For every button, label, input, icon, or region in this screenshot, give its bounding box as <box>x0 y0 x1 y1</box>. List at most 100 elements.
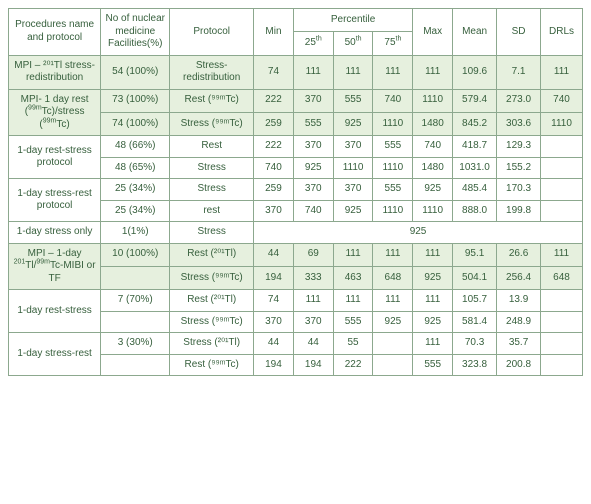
cell-max: 111 <box>413 55 453 89</box>
cell-drl <box>541 333 583 355</box>
cell-proto: Stress (²⁰¹Tl) <box>170 333 254 355</box>
cell-p75: 740 <box>373 89 413 112</box>
cell-mean: 109.6 <box>453 55 497 89</box>
th-p50: 50th <box>333 32 373 55</box>
cell-p75: 111 <box>373 290 413 312</box>
cell-p75: 925 <box>373 311 413 333</box>
cell-p75 <box>373 354 413 376</box>
cell-mean: 581.4 <box>453 311 497 333</box>
cell-p25: 194 <box>293 354 333 376</box>
table-row: MPI – ²⁰¹Tl stress-redistribution 54 (10… <box>9 55 583 89</box>
cell-p50: 111 <box>333 55 373 89</box>
cell-p50: 925 <box>333 200 373 222</box>
th-fac: No of nuclear medicine Facilities(%) <box>101 9 170 56</box>
th-sd: SD <box>497 9 541 56</box>
cell-p25: 370 <box>293 89 333 112</box>
cell-proto: Rest (²⁰¹Tl) <box>170 243 254 266</box>
cell-drl: 648 <box>541 266 583 289</box>
cell-p25: 333 <box>293 266 333 289</box>
cell-p25: 925 <box>293 157 333 179</box>
cell-min: 194 <box>254 354 294 376</box>
cell-mean: 845.2 <box>453 112 497 135</box>
cell-min: 74 <box>254 290 294 312</box>
cell-proto: Stress (⁹⁹ᵐTc) <box>170 311 254 333</box>
cell-mean: 579.4 <box>453 89 497 112</box>
cell-proto: Stress (⁹⁹ᵐTc) <box>170 112 254 135</box>
cell-p75: 648 <box>373 266 413 289</box>
table-row: 1-day stress-rest protocol 25 (34%) Stre… <box>9 179 583 201</box>
table-row: MPI- 1 day rest (99mTc)/stress (99mTc) 7… <box>9 89 583 112</box>
cell-min: 222 <box>254 136 294 158</box>
cell-p25: 370 <box>293 311 333 333</box>
cell-center: 925 <box>254 222 583 244</box>
cell-mean: 323.8 <box>453 354 497 376</box>
cell-p75: 555 <box>373 136 413 158</box>
cell-drl: 111 <box>541 243 583 266</box>
cell-p50: 463 <box>333 266 373 289</box>
cell-sd: 256.4 <box>497 266 541 289</box>
cell-drl <box>541 179 583 201</box>
cell-p75: 555 <box>373 179 413 201</box>
th-drl: DRLs <box>541 9 583 56</box>
cell-mean: 1031.0 <box>453 157 497 179</box>
cell-p75: 1110 <box>373 200 413 222</box>
cell-drl <box>541 157 583 179</box>
cell-proc: 1-day stress-rest protocol <box>9 179 101 222</box>
cell-max: 1480 <box>413 157 453 179</box>
cell-proto: Stress <box>170 157 254 179</box>
cell-p25: 740 <box>293 200 333 222</box>
cell-p50: 555 <box>333 311 373 333</box>
cell-sd: 200.8 <box>497 354 541 376</box>
cell-p50: 111 <box>333 290 373 312</box>
cell-fac: 25 (34%) <box>101 179 170 201</box>
cell-p50: 370 <box>333 136 373 158</box>
cell-proto: rest <box>170 200 254 222</box>
cell-proto: Rest (²⁰¹Tl) <box>170 290 254 312</box>
cell-min: 222 <box>254 89 294 112</box>
cell-mean: 888.0 <box>453 200 497 222</box>
cell-p25: 111 <box>293 55 333 89</box>
th-mean: Mean <box>453 9 497 56</box>
cell-min: 44 <box>254 243 294 266</box>
cell-drl: 740 <box>541 89 583 112</box>
cell-min: 259 <box>254 112 294 135</box>
cell-drl <box>541 200 583 222</box>
cell-fac: 48 (65%) <box>101 157 170 179</box>
cell-p75: 111 <box>373 243 413 266</box>
cell-mean: 95.1 <box>453 243 497 266</box>
cell-mean: 105.7 <box>453 290 497 312</box>
cell-fac: 74 (100%) <box>101 112 170 135</box>
cell-max: 111 <box>413 333 453 355</box>
cell-drl: 111 <box>541 55 583 89</box>
cell-proc: MPI – 1-day 201Tl/99mTc-MIBI or TF <box>9 243 101 290</box>
cell-fac <box>101 266 170 289</box>
cell-fac: 10 (100%) <box>101 243 170 266</box>
cell-fac: 7 (70%) <box>101 290 170 312</box>
cell-p25: 370 <box>293 179 333 201</box>
cell-max: 111 <box>413 243 453 266</box>
cell-drl <box>541 311 583 333</box>
cell-max: 1480 <box>413 112 453 135</box>
cell-p50: 55 <box>333 333 373 355</box>
th-proc: Procedures name and protocol <box>9 9 101 56</box>
cell-fac: 1(1%) <box>101 222 170 244</box>
cell-drl: 1110 <box>541 112 583 135</box>
th-min: Min <box>254 9 294 56</box>
table-row: 1-day rest-stress 7 (70%) Rest (²⁰¹Tl) 7… <box>9 290 583 312</box>
cell-drl <box>541 136 583 158</box>
th-max: Max <box>413 9 453 56</box>
cell-sd: 35.7 <box>497 333 541 355</box>
th-p25: 25th <box>293 32 333 55</box>
cell-mean: 418.7 <box>453 136 497 158</box>
cell-proc: MPI – ²⁰¹Tl stress-redistribution <box>9 55 101 89</box>
cell-proc: 1-day stress-rest <box>9 333 101 376</box>
cell-fac <box>101 311 170 333</box>
cell-min: 74 <box>254 55 294 89</box>
cell-sd: 26.6 <box>497 243 541 266</box>
cell-sd: 129.3 <box>497 136 541 158</box>
cell-mean: 485.4 <box>453 179 497 201</box>
cell-proto: Stress (⁹⁹ᵐTc) <box>170 266 254 289</box>
cell-p50: 555 <box>333 89 373 112</box>
table-row: 1-day stress only 1(1%) Stress 925 <box>9 222 583 244</box>
cell-min: 370 <box>254 311 294 333</box>
